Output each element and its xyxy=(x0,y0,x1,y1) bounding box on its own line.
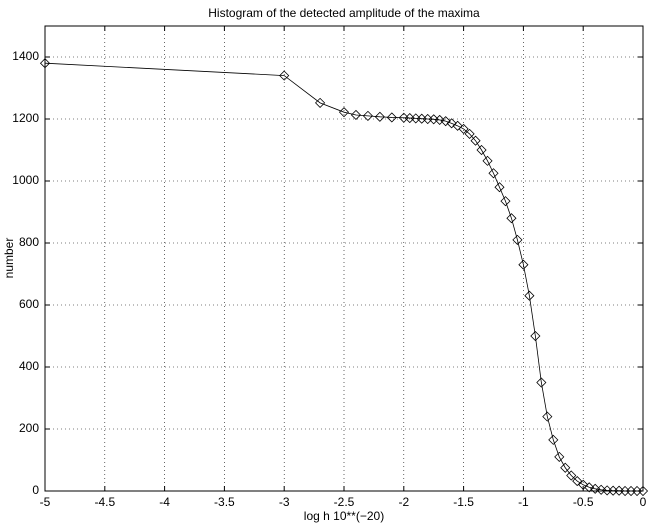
data-point xyxy=(530,330,541,342)
y-tick-label: 800 xyxy=(19,235,39,249)
y-tick-label: 600 xyxy=(19,297,39,311)
x-tick-label: -3.5 xyxy=(214,495,235,509)
x-tick-label: -1 xyxy=(518,495,529,509)
data-point xyxy=(554,451,565,462)
data-point xyxy=(464,128,475,139)
x-tick-label: -0.5 xyxy=(573,495,594,509)
data-point xyxy=(584,482,595,493)
data-point xyxy=(524,290,535,301)
data-point xyxy=(338,107,350,118)
data-point xyxy=(590,483,601,494)
data-point xyxy=(458,123,469,134)
x-tick-label: -3 xyxy=(279,495,290,509)
y-axis-label: number xyxy=(2,238,16,279)
data-point xyxy=(452,120,463,131)
y-tick-label: 0 xyxy=(32,483,39,497)
data-point xyxy=(39,58,51,69)
data-point xyxy=(482,155,493,166)
x-tick-label: -5 xyxy=(40,495,51,509)
data-point xyxy=(596,484,607,495)
x-tick-label: 0 xyxy=(640,495,647,509)
data-point xyxy=(279,70,290,81)
data-point xyxy=(476,144,487,156)
data-point xyxy=(315,97,326,108)
data-line xyxy=(44,62,643,492)
data-point xyxy=(488,168,499,179)
y-tick-label: 1000 xyxy=(12,173,39,187)
data-point xyxy=(350,109,362,121)
x-axis-label: log h 10**(−20) xyxy=(304,509,384,523)
data-point xyxy=(566,470,577,481)
data-point xyxy=(506,213,517,224)
data-point xyxy=(428,114,439,125)
y-tick-label: 1400 xyxy=(12,49,39,63)
data-point xyxy=(536,377,547,388)
data-point xyxy=(512,234,523,245)
data-point xyxy=(578,479,589,490)
y-tick-label: 1200 xyxy=(12,111,39,125)
data-point xyxy=(470,135,481,146)
data-point xyxy=(374,111,385,122)
data-point xyxy=(446,118,457,129)
data-point xyxy=(572,476,583,487)
data-point xyxy=(637,485,649,497)
x-tick-label: -1.5 xyxy=(453,495,474,509)
data-point xyxy=(386,112,397,123)
x-tick-label: -2 xyxy=(398,495,409,509)
plot-frame xyxy=(44,25,644,492)
chart-title: Histogram of the detected amplitude of t… xyxy=(208,6,480,20)
data-point xyxy=(542,411,553,422)
data-point xyxy=(434,114,445,125)
x-tick-label: -4 xyxy=(159,495,170,509)
x-tick-label: -2.5 xyxy=(334,495,355,509)
data-point xyxy=(362,110,373,121)
data-point xyxy=(494,182,505,193)
y-tick-label: 400 xyxy=(19,359,39,373)
data-point xyxy=(440,116,451,127)
data-point xyxy=(518,259,529,270)
x-tick-label: -4.5 xyxy=(94,495,115,509)
data-point xyxy=(548,434,559,445)
y-tick-label: 200 xyxy=(19,421,39,435)
data-point xyxy=(560,462,571,473)
data-point xyxy=(500,196,511,207)
